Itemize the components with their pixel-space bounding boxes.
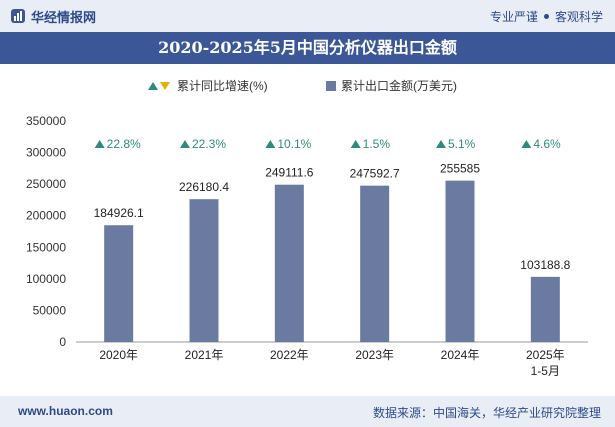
growth-up-triangle-icon xyxy=(265,140,276,148)
growth-up-triangle-icon xyxy=(521,140,532,148)
bar xyxy=(445,180,475,342)
tagline-right: 客观科学 xyxy=(554,10,603,24)
footer-website[interactable]: www.huaon.com xyxy=(18,404,113,418)
legend-bar-label: 累计出口金额(万美元) xyxy=(341,78,457,93)
growth-up-triangle-icon xyxy=(180,140,190,148)
top-band: 华经情报网 专业严谨 客观科学 xyxy=(0,0,615,32)
growth-up-triangle-icon xyxy=(350,140,361,148)
x-tick-label: 2023年 xyxy=(355,348,394,362)
x-tick-label: 2020年 xyxy=(99,348,138,362)
y-tick-label: 150000 xyxy=(26,240,66,254)
growth-value-label: 1.5% xyxy=(363,137,391,151)
huajing-logo-icon xyxy=(11,9,25,23)
bar xyxy=(360,185,390,342)
growth-value-label: 10.1% xyxy=(277,137,311,151)
title-band: 2020-2025年5月中国分析仪器出口金额 xyxy=(0,32,615,64)
footer-source: 数据来源：中国海关，华经产业研究院整理 xyxy=(372,406,601,420)
bar-value-label: 247592.7 xyxy=(350,167,400,181)
growth-up-triangle-icon xyxy=(436,140,446,148)
x-tick-label: 2022年 xyxy=(270,348,309,362)
bar xyxy=(530,276,560,342)
bar-value-label: 249111.6 xyxy=(265,166,314,180)
y-tick-label: 300000 xyxy=(26,146,66,160)
x-tick-label: 1-5月 xyxy=(531,364,560,378)
tagline-separator-dot xyxy=(543,14,549,19)
bar-chart: 累计同比增速(%) 累计出口金额(万美元) 0 50000 100000 150000 20… xyxy=(26,78,588,378)
bar xyxy=(189,199,219,342)
brand[interactable]: 华经情报网 xyxy=(10,8,97,25)
legend-bar-swatch xyxy=(326,81,336,91)
legend-down-triangle-icon xyxy=(160,82,170,90)
growth-value-label: 5.1% xyxy=(448,137,476,151)
y-tick-label: 100000 xyxy=(26,272,66,286)
growth-value-label: 22.3% xyxy=(192,137,226,151)
x-tick-label: 2024年 xyxy=(441,348,480,362)
legend-growth-label: 累计同比增速(%) xyxy=(177,79,268,93)
bar-value-label: 184926.1 xyxy=(94,206,144,220)
legend-up-triangle-icon xyxy=(148,82,158,90)
growth-value-label: 22.8% xyxy=(107,137,141,151)
chart-title: 2020-2025年5月中国分析仪器出口金额 xyxy=(158,38,457,57)
footer-band: www.huaon.com 数据来源：中国海关，华经产业研究院整理 xyxy=(0,396,615,427)
bar xyxy=(274,184,304,342)
y-tick-label: 0 xyxy=(59,335,66,349)
bar-value-label: 226180.4 xyxy=(179,180,229,194)
tagline-left: 专业严谨 xyxy=(489,10,538,24)
x-tick-label: 2025年 xyxy=(526,348,565,362)
brand-name: 华经情报网 xyxy=(31,9,97,25)
x-tick-label: 2021年 xyxy=(185,348,224,362)
y-tick-label: 50000 xyxy=(33,303,67,317)
tagline: 专业严谨 客观科学 xyxy=(490,8,603,25)
y-tick-label: 350000 xyxy=(26,114,66,128)
y-tick-label: 200000 xyxy=(26,209,66,223)
bar xyxy=(104,225,134,342)
bar-value-label: 255585 xyxy=(440,162,480,176)
bar-value-label: 103188.8 xyxy=(520,258,570,272)
growth-value-label: 4.6% xyxy=(533,137,561,151)
y-tick-label: 250000 xyxy=(26,177,66,191)
growth-up-triangle-icon xyxy=(94,140,105,148)
